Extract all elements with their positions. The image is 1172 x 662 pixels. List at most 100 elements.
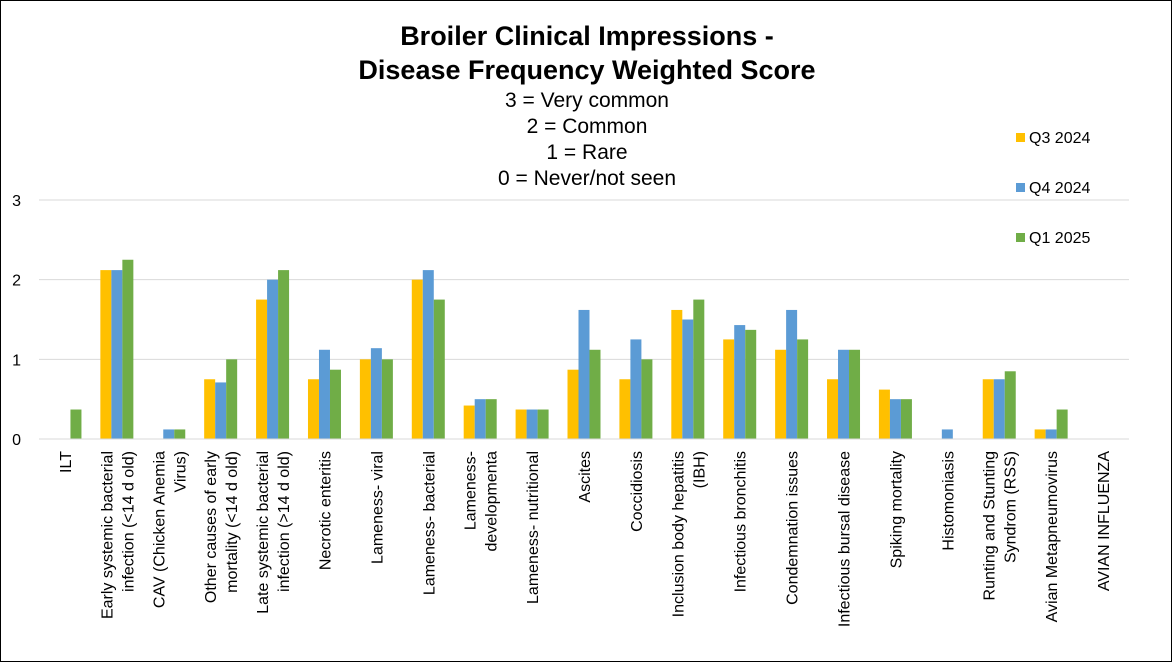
- chart-title-line: Broiler Clinical Impressions -: [400, 21, 774, 51]
- category-label-line: Late systemic bacterial: [255, 451, 272, 614]
- category-label: Early systemic bacterial infection (<14 d…: [99, 451, 137, 619]
- bar: [838, 349, 850, 439]
- category-label: Necrotic enteritis: [317, 451, 334, 570]
- bar: [278, 270, 290, 439]
- category-label-line: developmenta: [484, 451, 501, 552]
- category-label-line: ILT: [58, 451, 75, 473]
- bar: [100, 270, 112, 439]
- bar: [1045, 429, 1057, 439]
- bar: [619, 379, 631, 439]
- y-axis-ticks: 0 1 2 3: [12, 193, 21, 449]
- bar: [307, 379, 319, 439]
- legend-swatch: [1016, 133, 1025, 142]
- bar: [1056, 409, 1068, 439]
- category-label: Lameness- viral: [369, 451, 386, 564]
- bar: [411, 279, 423, 439]
- bar: [474, 399, 486, 439]
- category-label-line: Lameness- bacterial: [421, 451, 438, 595]
- y-tick-label: 0: [12, 432, 21, 449]
- category-label-line: infection (>14 d old): [276, 451, 293, 592]
- category-label: Other causes of early mortality (<14 d ol…: [203, 451, 241, 603]
- bar: [641, 359, 653, 439]
- category-label-line: CAV (Chicken Anemia: [151, 451, 168, 608]
- bar: [163, 429, 175, 439]
- chart-subtitle: 3 = Very common 2 = Common 1 = Rare 0 = Nev…: [498, 89, 676, 190]
- legend-swatch: [1016, 233, 1025, 242]
- category-label-line: Early systemic bacterial: [99, 451, 116, 619]
- bar: [878, 389, 890, 439]
- bar: [174, 429, 186, 439]
- bar: [515, 409, 527, 439]
- bar: [786, 309, 798, 439]
- legend-label: Q1 2025: [1029, 230, 1090, 247]
- category-label-line: Inclusion body hepatitis: [670, 451, 687, 617]
- legend: Q3 2024 Q4 2024 Q1 2025: [1016, 130, 1090, 247]
- bar: [589, 349, 601, 439]
- category-label-line: Other causes of early: [203, 451, 220, 603]
- category-label: Late systemic bacterial infection (>14 d …: [255, 451, 293, 614]
- category-label: Spiking mortality: [888, 451, 905, 568]
- bar: [329, 369, 341, 439]
- category-label-line: Coccidiosis: [629, 451, 646, 532]
- category-label-line: AVIAN INFLUENZA: [1096, 451, 1113, 592]
- category-label-line: Syndrom (RSS): [1003, 451, 1020, 563]
- category-label: Infectious bronchitis: [733, 451, 750, 592]
- chart-title-line: Disease Frequency Weighted Score: [358, 55, 815, 85]
- bar: [827, 379, 839, 439]
- category-label: Runting and Stunting Syndrom (RSS): [982, 451, 1020, 600]
- bar: [745, 329, 757, 439]
- category-label: Histomoniasis: [940, 451, 957, 551]
- bar: [370, 348, 382, 439]
- category-label: Inclusion body hepatitis (IBH): [670, 451, 708, 617]
- legend-label: Q3 2024: [1029, 130, 1090, 147]
- bars: [70, 259, 1068, 439]
- bar: [889, 399, 901, 439]
- chart-subtitle-line: 0 = Never/not seen: [498, 167, 676, 190]
- bar: [567, 369, 579, 439]
- bar: [671, 309, 683, 439]
- category-label: Ascites: [577, 451, 594, 503]
- category-label-line: Ascites: [577, 451, 594, 503]
- bar: [70, 409, 82, 439]
- category-label-line: Virus): [172, 451, 189, 493]
- category-label-line: (IBH): [691, 451, 708, 488]
- bar: [226, 359, 238, 439]
- category-label-line: Lameness- nutritional: [525, 451, 542, 604]
- category-label-line: Spiking mortality: [888, 451, 905, 568]
- bar: [682, 319, 694, 439]
- legend-swatch: [1016, 183, 1025, 192]
- category-label: Avian Metapneumovirus: [1044, 451, 1061, 622]
- category-label: AVIAN INFLUENZA: [1096, 451, 1113, 592]
- bar: [982, 379, 994, 439]
- bar: [775, 349, 787, 439]
- category-label-line: Lameness-: [463, 451, 480, 530]
- category-label: ILT: [58, 451, 75, 473]
- category-label-line: Histomoniasis: [940, 451, 957, 551]
- legend-label: Q4 2024: [1029, 180, 1090, 197]
- bar: [1004, 371, 1016, 439]
- bar: [256, 299, 268, 439]
- category-label-line: infection (<14 d old): [120, 451, 137, 592]
- bar: [433, 299, 445, 439]
- bar: [204, 379, 216, 439]
- bar: [630, 339, 642, 439]
- bar: [993, 379, 1005, 439]
- category-label-line: Runting and Stunting: [982, 451, 999, 600]
- category-label: Condemnation issues: [785, 451, 802, 605]
- y-tick-label: 1: [12, 352, 21, 369]
- bar: [537, 409, 549, 439]
- bar: [422, 270, 434, 439]
- y-tick-label: 3: [12, 193, 21, 210]
- chart-subtitle-line: 3 = Very common: [505, 89, 669, 112]
- bar: [723, 339, 735, 439]
- bar: [1034, 429, 1046, 439]
- bar: [463, 405, 475, 439]
- category-label-line: mortality (<14 d old): [224, 451, 241, 593]
- bar: [849, 349, 861, 439]
- category-label: Infectious bursal disease: [837, 451, 854, 627]
- bar: [318, 349, 330, 439]
- category-label: Lameness- nutritional: [525, 451, 542, 604]
- bar: [693, 299, 705, 439]
